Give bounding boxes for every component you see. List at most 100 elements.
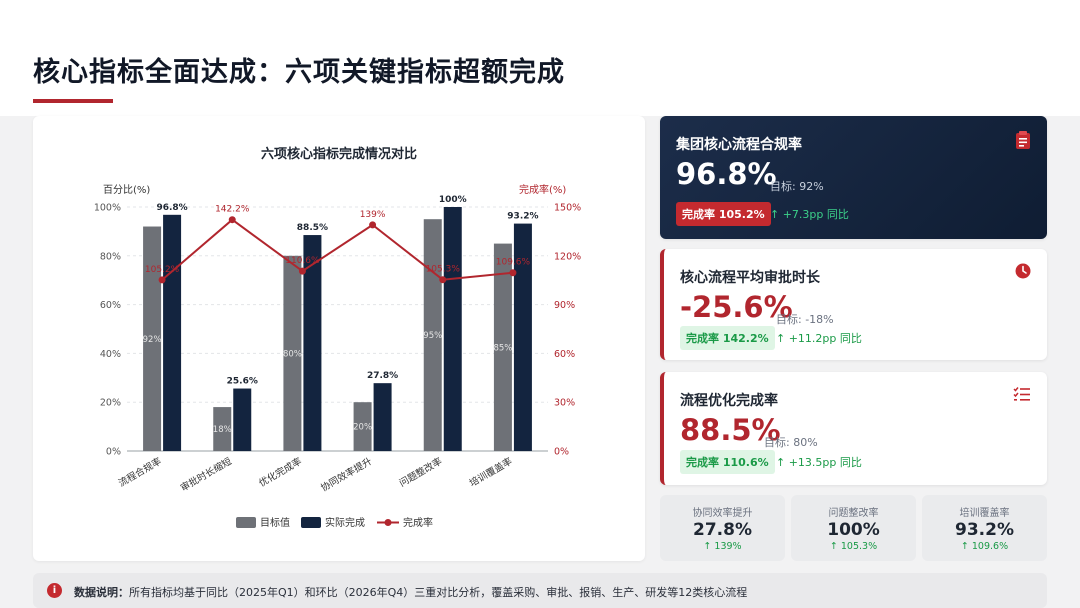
kpi-value: -25.6% — [680, 290, 793, 324]
bar-target-label: 85% — [493, 343, 512, 353]
bar-target-label: 95% — [423, 331, 442, 341]
bar-actual — [513, 223, 532, 451]
x-tick-label: 协同效率提升 — [319, 455, 375, 494]
chart-card: 六项核心指标完成情况对比百分比(%) 完成率(%) 0% 0% 20% 30% 40% 60%… — [33, 116, 645, 561]
y2-tick-label: 120% — [554, 251, 581, 262]
rate-point — [439, 276, 447, 284]
y2-axis-label: 完成率(%) — [519, 183, 566, 196]
kpi-delta: ↑ +13.5pp 同比 — [776, 456, 862, 469]
kpi-title: 流程优化完成率 — [680, 393, 778, 409]
chart-title: 六项核心指标完成情况对比 — [261, 146, 417, 162]
title-underline — [33, 99, 113, 103]
bar-actual — [233, 388, 252, 451]
page-title: 核心指标全面达成：六项关键指标超额完成 — [33, 57, 565, 88]
note-label: 数据说明： — [74, 586, 129, 599]
y-tick-label: 60% — [100, 300, 121, 311]
bar-target-label: 18% — [213, 425, 232, 435]
kpi-rate-badge: 完成率 110.6% — [680, 450, 775, 474]
y2-tick-label: 60% — [554, 349, 575, 360]
kpi-target: 目标: -18% — [776, 313, 834, 326]
x-tick-label: 问题整改率 — [397, 455, 445, 489]
mini-title: 培训覆盖率 — [959, 508, 1010, 519]
rate-point — [369, 221, 377, 229]
mini-card-training: 培训覆盖率 93.2% ↑ 109.6% — [922, 495, 1047, 561]
kpi-target: 目标: 92% — [770, 180, 824, 193]
legend-label-rate: 完成率 — [403, 516, 433, 529]
legend-marker-rate — [384, 519, 392, 526]
mini-value: 27.8% — [693, 520, 752, 540]
rate-label: 105.3% — [426, 265, 461, 275]
mini-delta: ↑ 139% — [703, 541, 742, 552]
kpi-card-compliance: 集团核心流程合规率 96.8% 目标: 92% 完成率 105.2% ↑ +7.… — [660, 116, 1047, 239]
x-tick-label: 审批时长缩短 — [178, 455, 234, 494]
bar-actual — [443, 207, 462, 451]
rate-label: 105.2% — [145, 265, 180, 275]
kpi-title: 核心流程平均审批时长 — [680, 270, 820, 286]
bar-actual — [303, 235, 322, 451]
y-tick-label: 20% — [100, 398, 121, 409]
mini-delta: ↑ 105.3% — [829, 541, 878, 552]
kpi-delta: ↑ +11.2pp 同比 — [776, 332, 862, 345]
page-header: 核心指标全面达成：六项关键指标超额完成 — [0, 0, 1080, 116]
y-tick-label: 40% — [100, 349, 121, 360]
kpi-value: 96.8% — [676, 157, 777, 191]
data-note: i 数据说明：所有指标均基于同比（2025年Q1）和环比（2026年Q4）三重对… — [33, 573, 1047, 608]
kpi-title: 集团核心流程合规率 — [676, 137, 802, 153]
checklist-icon — [1013, 386, 1031, 406]
rate-point — [228, 216, 236, 224]
kpi-target: 目标: 80% — [764, 436, 818, 449]
bar-target — [213, 407, 232, 451]
note-body: 所有指标均基于同比（2025年Q1）和环比（2026年Q4）三重对比分析，覆盖采… — [129, 586, 748, 599]
legend-label-target: 目标值 — [260, 516, 290, 529]
y-tick-label: 80% — [100, 251, 121, 262]
bar-actual — [373, 383, 392, 451]
mini-title: 问题整改率 — [828, 508, 879, 519]
kpi-rate-badge: 完成率 105.2% — [676, 202, 771, 226]
rate-label: 142.2% — [215, 205, 250, 215]
bar-actual-label: 93.2% — [507, 212, 538, 222]
kpi-value: 88.5% — [680, 413, 781, 447]
rate-point — [509, 269, 517, 277]
x-tick-label: 培训覆盖率 — [467, 455, 515, 489]
legend-label-actual: 实际完成 — [325, 516, 365, 529]
bar-target — [143, 226, 162, 451]
mini-card-collaboration: 协同效率提升 27.8% ↑ 139% — [660, 495, 785, 561]
bar-actual-label: 88.5% — [297, 223, 328, 233]
y2-tick-label: 90% — [554, 300, 575, 311]
rate-line — [161, 218, 514, 281]
bar-actual-label: 96.8% — [156, 203, 187, 213]
bar-actual — [163, 214, 182, 451]
rate-label: 110.6% — [285, 256, 320, 266]
kpi-delta: ↑ +7.3pp 同比 — [770, 208, 849, 221]
bar-target — [353, 402, 372, 451]
mini-value: 93.2% — [955, 520, 1014, 540]
note-text: 数据说明：所有指标均基于同比（2025年Q1）和环比（2026年Q4）三重对比分… — [74, 584, 747, 600]
rate-point — [158, 276, 166, 284]
mini-value: 100% — [827, 520, 880, 540]
clock-icon — [1015, 263, 1031, 283]
bar-target-label: 20% — [353, 423, 372, 433]
y-axis-label: 百分比(%) — [103, 184, 150, 196]
bar-target — [283, 255, 302, 451]
bar-target — [423, 219, 442, 451]
mini-card-rectification: 问题整改率 100% ↑ 105.3% — [791, 495, 916, 561]
legend-swatch-actual — [301, 517, 321, 528]
rate-label: 109.6% — [496, 258, 531, 268]
rate-label: 139% — [360, 210, 386, 220]
kpi-card-approval-time: 核心流程平均审批时长 -25.6% 目标: -18% 完成率 142.2% ↑ … — [660, 249, 1047, 360]
legend-swatch-target — [236, 517, 256, 528]
mini-title: 协同效率提升 — [692, 508, 753, 519]
y2-tick-label: 0% — [554, 447, 569, 458]
x-tick-label: 优化完成率 — [257, 455, 305, 489]
info-icon: i — [47, 583, 62, 598]
x-tick-label: 流程合规率 — [116, 455, 164, 489]
kpi-card-optimization: 流程优化完成率 88.5% 目标: 80% 完成率 110.6% ↑ +13.5… — [660, 372, 1047, 485]
bar-actual-label: 27.8% — [367, 371, 398, 381]
bar-target — [493, 243, 512, 451]
rate-point — [298, 267, 306, 275]
bar-actual-label: 100% — [439, 195, 467, 205]
y2-tick-label: 30% — [554, 398, 575, 409]
kpi-rate-badge: 完成率 142.2% — [680, 326, 775, 350]
y-tick-label: 0% — [106, 447, 121, 458]
